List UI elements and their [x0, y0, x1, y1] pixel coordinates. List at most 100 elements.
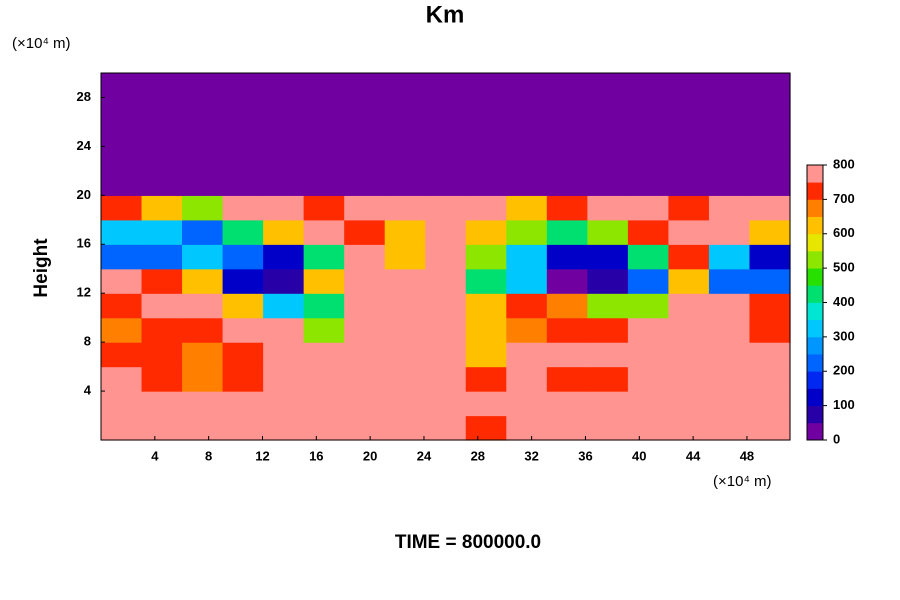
field-cell: [546, 342, 588, 368]
x-tick-label: 28: [471, 448, 485, 463]
colorbar-tick-label: 100: [833, 397, 855, 412]
colorbar-band: [807, 233, 823, 252]
field-cell: [101, 244, 143, 270]
field-cell: [141, 121, 183, 147]
field-cell: [141, 73, 183, 99]
field-cell: [101, 73, 143, 99]
field-cell: [425, 170, 467, 196]
field-cell: [668, 146, 710, 172]
field-cell: [506, 97, 548, 123]
field-cell: [303, 415, 345, 441]
field-cell: [384, 146, 426, 172]
field-cell: [384, 293, 426, 319]
field-cell: [587, 146, 629, 172]
y-tick-label: 12: [77, 285, 91, 300]
field-cell: [506, 195, 548, 221]
field-cell: [263, 317, 305, 343]
field-cell: [506, 293, 548, 319]
field-cell: [222, 146, 264, 172]
field-cell: [384, 121, 426, 147]
field-cell: [141, 415, 183, 441]
field-cell: [182, 244, 224, 270]
field-cell: [384, 170, 426, 196]
field-cell: [708, 195, 751, 221]
field-cell: [344, 342, 386, 368]
field-cell: [425, 121, 467, 147]
field-cell: [627, 268, 670, 294]
field-cell: [384, 366, 426, 392]
field-cell: [668, 268, 710, 294]
field-cell: [465, 415, 507, 441]
field-cell: [749, 73, 791, 99]
field-cell: [344, 244, 386, 270]
x-tick-label: 32: [524, 448, 538, 463]
field-cell: [263, 170, 305, 196]
field-cell: [749, 342, 791, 368]
field-cell: [101, 342, 143, 368]
field-cell: [587, 195, 629, 221]
y-tick-label: 28: [77, 89, 91, 104]
colorbar-band: [807, 285, 823, 303]
field-cell: [749, 317, 791, 343]
field-cell: [344, 97, 386, 123]
field-cell: [222, 366, 264, 392]
colorbar-band: [807, 216, 823, 235]
field-cell: [506, 415, 548, 441]
field-cell: [263, 219, 305, 245]
field-cell: [587, 391, 629, 417]
field-cell: [627, 366, 670, 392]
field-cell: [506, 391, 548, 417]
field-cell: [546, 293, 588, 319]
field-cell: [263, 366, 305, 392]
field-cell: [222, 195, 264, 221]
field-cell: [668, 317, 710, 343]
field-cell: [344, 293, 386, 319]
field-cell: [182, 293, 224, 319]
colorbar-band: [807, 371, 823, 389]
field-cell: [303, 366, 345, 392]
field-cell: [384, 195, 426, 221]
field-cell: [182, 219, 224, 245]
field-cell: [668, 415, 710, 441]
colorbar-band: [807, 268, 823, 286]
field-cell: [627, 97, 670, 123]
field-cell: [668, 293, 710, 319]
field-cell: [708, 121, 751, 147]
field-cell: [587, 219, 629, 245]
field-cell: [344, 268, 386, 294]
field-cell: [708, 97, 751, 123]
field-cell: [303, 170, 345, 196]
field-cell: [708, 293, 751, 319]
field-cell: [627, 146, 670, 172]
field-cell: [222, 268, 264, 294]
y-tick-label: 8: [84, 334, 91, 349]
field-cell: [627, 317, 670, 343]
field-cell: [708, 317, 751, 343]
field-cell: [668, 97, 710, 123]
x-tick-label: 40: [632, 448, 646, 463]
field-cell: [141, 97, 183, 123]
field-cell: [627, 391, 670, 417]
field-cell: [668, 244, 710, 270]
field-cell: [668, 391, 710, 417]
field-cell: [101, 195, 143, 221]
field-cell: [627, 121, 670, 147]
field-cell: [668, 342, 710, 368]
field-cell: [749, 170, 791, 196]
field-cell: [384, 317, 426, 343]
colorbar-tick-label: 400: [833, 294, 855, 309]
field-cell: [627, 195, 670, 221]
field-cell: [506, 73, 548, 99]
field-cell: [708, 366, 751, 392]
field-cell: [182, 170, 224, 196]
field-cell: [141, 317, 183, 343]
colorbar-band: [807, 302, 823, 321]
field-cell: [182, 195, 224, 221]
x-tick-label: 36: [578, 448, 592, 463]
field-cell: [344, 391, 386, 417]
field-cell: [465, 391, 507, 417]
field-cell: [222, 415, 264, 441]
field-cell: [263, 73, 305, 99]
field-cell: [141, 244, 183, 270]
colorbar-band: [807, 199, 823, 217]
